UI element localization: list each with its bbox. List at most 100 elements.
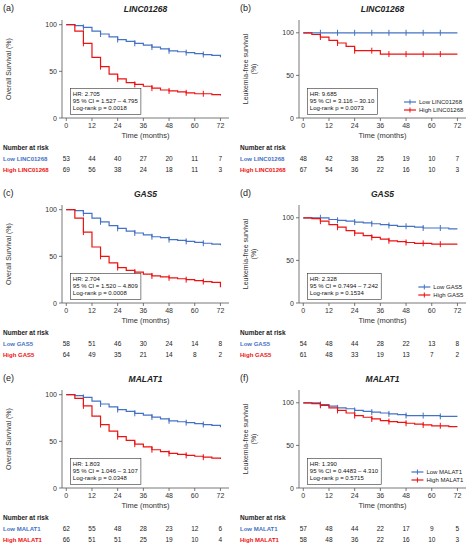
censor-mark (117, 265, 118, 271)
censor-mark (100, 219, 101, 225)
at-risk-value: 67 (300, 166, 308, 173)
at-risk-value: 2 (456, 351, 460, 358)
y-tick (296, 260, 299, 261)
censor-mark (134, 410, 135, 416)
annotation-line: 95 % CI = 1.046 – 3.107 (73, 468, 139, 474)
at-risk-value: 3 (456, 536, 460, 543)
x-tick (117, 303, 118, 306)
legend-swatch-censor (424, 285, 425, 290)
y-tick-label: 0 (290, 115, 294, 122)
x-tick (303, 118, 304, 121)
x-tick (220, 118, 221, 121)
panel-label: (b) (240, 3, 251, 13)
censor-mark (169, 275, 170, 281)
y-tick-label: 50 (49, 438, 57, 445)
y-tick (59, 209, 62, 210)
censor-mark (388, 30, 389, 36)
censor-mark (169, 48, 170, 54)
censor-mark (186, 50, 187, 56)
censor-mark (354, 48, 355, 54)
censor-mark (117, 407, 118, 413)
at-risk-value: 28 (140, 525, 148, 532)
legend-swatch-censor (409, 108, 410, 113)
at-risk-table: Number at riskLow LINC012685344402720117… (3, 144, 223, 173)
y-tick (59, 441, 62, 442)
censor-mark (371, 30, 372, 36)
at-risk-value: 48 (300, 155, 308, 162)
annotation-frame (307, 459, 381, 485)
x-tick (117, 118, 118, 121)
x-tick (143, 118, 144, 121)
legend: Low LINC01268High LINC01268 (404, 99, 464, 113)
at-risk-value: 25 (140, 536, 148, 543)
at-risk-title: Number at risk (3, 144, 49, 151)
at-risk-value: 61 (300, 351, 308, 358)
annotation-line: HR: 1.390 (310, 461, 338, 467)
y-tick (59, 303, 62, 304)
at-risk-value: 19 (402, 155, 410, 162)
x-tick-label: 48 (165, 122, 173, 129)
survival-curve (66, 395, 220, 428)
at-risk-row-label: High LINC01268 (240, 167, 286, 173)
x-tick-label: 48 (165, 492, 173, 499)
y-tick (296, 445, 299, 446)
x-tick (431, 303, 432, 306)
x-tick (66, 118, 67, 121)
censor-mark (423, 413, 424, 419)
x-tick-label: 24 (114, 307, 122, 314)
censor-mark (371, 48, 372, 54)
censor-mark (100, 253, 101, 259)
y-tick-label: 0 (290, 300, 294, 307)
x-tick (66, 303, 67, 306)
at-risk-value: 48 (325, 351, 333, 358)
censor-mark (423, 30, 424, 36)
censor-mark (134, 441, 135, 447)
x-tick-label: 24 (351, 122, 359, 129)
annotation: HR: 1.80395 % CI = 1.046 – 3.107Log-rank… (73, 461, 139, 481)
y-axis-label: Overall Survival (%) (5, 38, 13, 100)
censor-mark (337, 407, 338, 413)
x-tick-label: 0 (301, 492, 305, 499)
plot-area (303, 30, 457, 57)
censor-mark (406, 413, 407, 419)
censor-mark (337, 30, 338, 36)
censor-mark (388, 238, 389, 244)
censor-mark (388, 51, 389, 57)
annotation-box: HR: 2.70595 % CI = 1.527 – 4.795Log-rank… (70, 89, 141, 115)
x-tick-label: 36 (139, 122, 147, 129)
at-risk-value: 38 (351, 155, 359, 162)
at-risk-value: 38 (114, 166, 122, 173)
censor-mark (134, 81, 135, 87)
censor-mark (337, 40, 338, 46)
at-risk-title: Number at risk (240, 329, 286, 336)
annotation-frame (307, 274, 381, 300)
censor-mark (371, 234, 372, 240)
at-risk-row-label: Low GAS5 (240, 341, 271, 347)
legend-swatch-censor (409, 100, 410, 105)
x-tick (143, 488, 144, 491)
at-risk-value: 54 (300, 340, 308, 347)
survival-curve (303, 403, 457, 427)
x-tick (380, 118, 381, 121)
censor-mark (337, 224, 338, 230)
annotation: HR: 2.70595 % CI = 1.527 – 4.795Log-rank… (73, 91, 139, 111)
censor-mark (203, 279, 204, 285)
y-axis-label: Overall Survival (%) (5, 408, 13, 470)
y-tick-label: 100 (282, 29, 294, 36)
y-axis-label-line: Leukemia-free survival (242, 218, 249, 289)
at-risk-value: 10 (428, 536, 436, 543)
legend-label: Low LINC01268 (419, 99, 463, 105)
at-risk-row-label: Low MALAT1 (3, 526, 41, 532)
annotation-line: 95 % CI = 0.4483 – 4.310 (310, 468, 379, 474)
censor-mark (186, 238, 187, 244)
at-risk-value: 24 (140, 166, 148, 173)
x-tick-label: 72 (217, 492, 225, 499)
censor-mark (117, 76, 118, 82)
at-risk-value: 13 (402, 351, 410, 358)
y-axis-label-line: (%) (250, 249, 258, 260)
y-tick-label: 100 (282, 214, 294, 221)
at-risk-value: 66 (63, 536, 71, 543)
annotation-line: HR: 2.328 (310, 276, 338, 282)
at-risk-value: 3 (456, 166, 460, 173)
censor-mark (406, 223, 407, 229)
